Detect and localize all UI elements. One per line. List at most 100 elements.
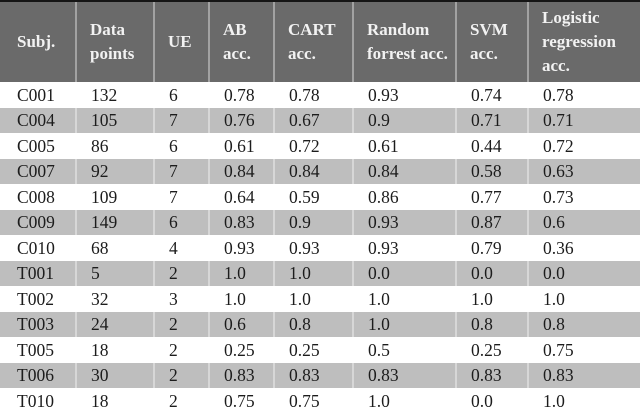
column-header-logistic-regression-acc: Logistic regression acc.: [527, 2, 640, 83]
cell-ab-acc: 0.64: [208, 184, 273, 210]
header-row: Subj. Data points UE AB acc. CART acc. R…: [0, 2, 640, 83]
cell-random-forrest-acc: 0.9: [352, 107, 455, 134]
cell-random-forrest-acc: 0.84: [352, 158, 455, 185]
cell-subj: C010: [17, 237, 55, 258]
cell-ab-acc: 0.84: [208, 158, 273, 185]
cell-data-points: 109: [75, 184, 153, 210]
cell-svm-acc: 0.79: [455, 235, 527, 261]
table-row-c004: C004 105 7 0.76 0.67 0.9 0.71 0.71: [0, 107, 640, 134]
cell-svm-acc: 0.71: [455, 107, 527, 134]
cell-svm-acc: 0.25: [455, 337, 527, 363]
cell-subj: T005: [17, 339, 54, 360]
cell-data-points: 5: [75, 260, 153, 287]
cell-logistic-regression-acc: 0.75: [527, 337, 640, 363]
cell-subj: C007: [17, 161, 55, 182]
cell-subj: C009: [17, 212, 55, 233]
table-row-t002: T002 32 3 1.0 1.0 1.0 1.0 1.0: [0, 286, 640, 312]
cell-ue: 6: [153, 82, 208, 108]
column-header-subj: Subj.: [0, 2, 75, 83]
cell-subj: C001: [17, 84, 55, 105]
cell-ab-acc: 0.75: [208, 388, 273, 413]
cell-cart-acc: 0.25: [273, 337, 352, 363]
cell-cart-acc: 1.0: [273, 260, 352, 287]
column-header-data-points: Data points: [75, 2, 153, 83]
cell-random-forrest-acc: 0.86: [352, 184, 455, 210]
cell-data-points: 92: [75, 158, 153, 185]
cell-svm-acc: 1.0: [455, 286, 527, 312]
table-row-t003: T003 24 2 0.6 0.8 1.0 0.8 0.8: [0, 311, 640, 338]
cell-subj: C005: [17, 135, 55, 156]
cell-data-points: 32: [75, 286, 153, 312]
cell-subj: C008: [17, 186, 55, 207]
cell-logistic-regression-acc: 0.8: [527, 311, 640, 338]
cell-ue: 3: [153, 286, 208, 312]
cell-subj: T010: [17, 390, 54, 411]
cell-svm-acc: 0.83: [455, 362, 527, 389]
cell-ab-acc: 0.83: [208, 362, 273, 389]
cell-svm-acc: 0.0: [455, 388, 527, 413]
cell-logistic-regression-acc: 0.78: [527, 82, 640, 108]
cell-ue: 2: [153, 311, 208, 338]
table-body: C001 132 6 0.78 0.78 0.93 0.74 0.78 C004…: [0, 82, 640, 413]
cell-subj: C004: [17, 110, 55, 131]
cell-ue: 7: [153, 184, 208, 210]
table-header: Subj. Data points UE AB acc. CART acc. R…: [0, 2, 640, 83]
table-row-t005: T005 18 2 0.25 0.25 0.5 0.25 0.75: [0, 337, 640, 363]
column-header-cart-acc: CART acc.: [273, 2, 352, 83]
cell-logistic-regression-acc: 0.63: [527, 158, 640, 185]
cell-data-points: 24: [75, 311, 153, 338]
cell-subj: T001: [17, 263, 54, 284]
cell-ue: 7: [153, 158, 208, 185]
cell-svm-acc: 0.44: [455, 133, 527, 159]
cell-random-forrest-acc: 1.0: [352, 286, 455, 312]
cell-ue: 2: [153, 362, 208, 389]
cell-cart-acc: 1.0: [273, 286, 352, 312]
cell-ab-acc: 1.0: [208, 286, 273, 312]
cell-logistic-regression-acc: 0.36: [527, 235, 640, 261]
cell-ab-acc: 0.78: [208, 82, 273, 108]
cell-random-forrest-acc: 0.83: [352, 362, 455, 389]
cell-ue: 4: [153, 235, 208, 261]
cell-svm-acc: 0.8: [455, 311, 527, 338]
cell-ab-acc: 0.76: [208, 107, 273, 134]
cell-ab-acc: 0.93: [208, 235, 273, 261]
cell-svm-acc: 0.74: [455, 82, 527, 108]
cell-ue: 6: [153, 133, 208, 159]
cell-cart-acc: 0.75: [273, 388, 352, 413]
cell-svm-acc: 0.0: [455, 260, 527, 287]
cell-logistic-regression-acc: 1.0: [527, 286, 640, 312]
cell-random-forrest-acc: 1.0: [352, 388, 455, 413]
cell-random-forrest-acc: 0.5: [352, 337, 455, 363]
cell-data-points: 86: [75, 133, 153, 159]
cell-ab-acc: 1.0: [208, 260, 273, 287]
cell-cart-acc: 0.8: [273, 311, 352, 338]
cell-random-forrest-acc: 0.93: [352, 235, 455, 261]
cell-cart-acc: 0.59: [273, 184, 352, 210]
cell-data-points: 68: [75, 235, 153, 261]
cell-ab-acc: 0.25: [208, 337, 273, 363]
cell-cart-acc: 0.83: [273, 362, 352, 389]
cell-cart-acc: 0.67: [273, 107, 352, 134]
table-row-c001: C001 132 6 0.78 0.78 0.93 0.74 0.78: [0, 82, 640, 108]
cell-data-points: 132: [75, 82, 153, 108]
table-row-c009: C009 149 6 0.83 0.9 0.93 0.87 0.6: [0, 209, 640, 236]
cell-logistic-regression-acc: 0.6: [527, 209, 640, 236]
cell-subj: T006: [17, 365, 54, 386]
cell-cart-acc: 0.78: [273, 82, 352, 108]
table-row-c005: C005 86 6 0.61 0.72 0.61 0.44 0.72: [0, 133, 640, 159]
column-header-ab-acc: AB acc.: [208, 2, 273, 83]
table-row-t006: T006 30 2 0.83 0.83 0.83 0.83 0.83: [0, 362, 640, 389]
cell-svm-acc: 0.58: [455, 158, 527, 185]
cell-logistic-regression-acc: 0.72: [527, 133, 640, 159]
cell-svm-acc: 0.87: [455, 209, 527, 236]
cell-random-forrest-acc: 0.93: [352, 209, 455, 236]
cell-data-points: 105: [75, 107, 153, 134]
cell-data-points: 18: [75, 337, 153, 363]
cell-cart-acc: 0.72: [273, 133, 352, 159]
table-row-c010: C010 68 4 0.93 0.93 0.93 0.79 0.36: [0, 235, 640, 261]
cell-subj: T002: [17, 288, 54, 309]
cell-ue: 2: [153, 337, 208, 363]
cell-ab-acc: 0.6: [208, 311, 273, 338]
cell-ab-acc: 0.61: [208, 133, 273, 159]
